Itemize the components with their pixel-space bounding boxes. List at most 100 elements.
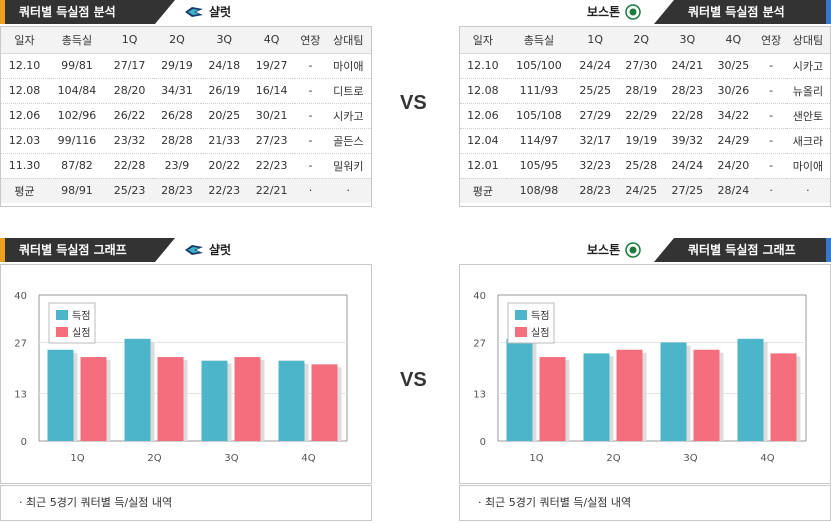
column-header: 일자: [460, 27, 506, 54]
table-cell: 시카고: [325, 103, 371, 129]
table-row: 12.10 105/100 24/24 27/30 24/21 30/25- 시카고: [460, 53, 830, 79]
table-cell: 28/20: [105, 78, 154, 104]
left-chart-box: 0 13 27 40 1Q 2Q 3Q 4Q 득점 실점: [0, 264, 372, 484]
column-header: 2Q: [618, 27, 665, 54]
right-team-name: 보스톤: [587, 5, 621, 19]
legend-swatch: [56, 327, 68, 337]
legend-label: 득점: [531, 310, 549, 322]
left-graph-team-name: 샬럿: [209, 243, 232, 257]
legend-label: 득점: [72, 310, 90, 322]
table-cell: 28/19: [618, 78, 665, 104]
column-header: 총득실: [505, 27, 573, 54]
table-cell: 26/19: [200, 78, 248, 104]
table-cell: 20/25: [200, 103, 248, 129]
table-cell: 105/100: [505, 53, 573, 79]
table-cell: 12.08: [1, 78, 49, 104]
table-cell: 39/32: [664, 128, 711, 154]
y-tick-label: 13: [473, 390, 486, 401]
table-cell: 23/9: [153, 153, 201, 179]
bar-score-3Q: [660, 342, 687, 441]
table-cell: 30/25: [710, 53, 757, 79]
table-cell: 22/28: [105, 153, 154, 179]
right-header-notch: [654, 0, 674, 24]
average-cell: 28/23: [572, 178, 619, 203]
table-cell: 24/24: [572, 53, 619, 79]
bar-concede-2Q: [157, 357, 184, 441]
table-cell: 24/20: [710, 153, 757, 179]
table-cell: 골든스: [325, 128, 371, 154]
x-tick-label: 4Q: [301, 453, 315, 464]
left-header-accent: [0, 0, 5, 24]
legend-swatch: [56, 310, 68, 320]
table-cell: -: [295, 78, 326, 104]
x-tick-label: 1Q: [529, 453, 543, 464]
y-tick-label: 0: [480, 437, 486, 448]
table-cell: -: [756, 53, 786, 79]
right-graph-team-name: 보스톤: [587, 243, 621, 257]
average-cell: 25/23: [105, 178, 154, 203]
celtics-logo-icon: [625, 242, 641, 258]
average-cell: 22/23: [200, 178, 248, 203]
table-cell: 105/95: [505, 153, 573, 179]
table-cell: 102/96: [48, 103, 106, 129]
average-row: 평균 98/91 25/23 28/23 22/23 22/21 · ·: [1, 178, 371, 203]
right-analysis-header: 보스톤 쿼터별 득실점 분석: [459, 0, 831, 24]
table-cell: 샌안토: [785, 103, 830, 129]
table-cell: 12.03: [1, 128, 49, 154]
table-cell: 밀워키: [325, 153, 371, 179]
average-cell: ·: [785, 178, 830, 203]
column-header: 총득실: [48, 27, 106, 54]
table-cell: 11.30: [1, 153, 49, 179]
bar-score-4Q: [737, 338, 764, 441]
right-graph-header: 보스톤 쿼터별 득실점 그래프: [459, 238, 831, 262]
table-cell: 12.01: [460, 153, 506, 179]
x-tick-label: 2Q: [147, 453, 161, 464]
table-row: 12.10 99/81 27/17 29/19 24/18 19/27- 마이애: [1, 53, 371, 79]
column-header: 2Q: [153, 27, 201, 54]
left-header-notch: [155, 0, 175, 24]
y-tick-label: 13: [14, 390, 27, 401]
average-cell: 98/91: [48, 178, 106, 203]
average-cell: ·: [756, 178, 786, 203]
table-cell: 12.10: [1, 53, 49, 79]
x-tick-label: 4Q: [760, 453, 774, 464]
x-tick-label: 2Q: [606, 453, 620, 464]
table-cell: 104/84: [48, 78, 106, 104]
column-header: 4Q: [247, 27, 296, 54]
y-tick-label: 0: [21, 437, 27, 448]
column-header: 3Q: [200, 27, 248, 54]
table-cell: 마이애: [325, 53, 371, 79]
table-cell: 뉴올리: [785, 78, 830, 104]
average-cell: 22/21: [247, 178, 296, 203]
table-cell: 34/22: [710, 103, 757, 129]
table-row: 12.03 99/116 23/32 28/28 21/33 27/23- 골든스: [1, 128, 371, 154]
table-cell: 28/28: [153, 128, 201, 154]
table-row: 12.08 104/84 28/20 34/31 26/19 16/14- 디트로: [1, 78, 371, 104]
column-header: 연장: [756, 27, 786, 54]
legend-swatch: [515, 310, 527, 320]
left-graph-team-label: 샬럿: [184, 238, 231, 262]
table-cell: -: [295, 53, 326, 79]
left-graph-header: 쿼터별 득실점 그래프 샬럿: [0, 238, 372, 262]
table-cell: 25/28: [618, 153, 665, 179]
table-cell: 24/21: [664, 53, 711, 79]
column-header: 1Q: [572, 27, 619, 54]
right-note: · 최근 5경기 쿼터별 득/실점 내역: [459, 485, 831, 521]
table-cell: 27/23: [247, 128, 296, 154]
x-tick-label: 3Q: [683, 453, 697, 464]
table-cell: 19/27: [247, 53, 296, 79]
left-team-label: 샬럿: [184, 0, 231, 24]
bar-concede-3Q: [693, 349, 720, 441]
bar-score-2Q: [583, 353, 610, 441]
table-cell: 114/97: [505, 128, 573, 154]
table-cell: 20/22: [200, 153, 248, 179]
right-team-label: 보스톤: [587, 0, 641, 24]
table-cell: 27/29: [572, 103, 619, 129]
table-cell: 29/19: [153, 53, 201, 79]
right-note-text: 최근 5경기 쿼터별 득/실점 내역: [485, 496, 632, 509]
table-cell: 25/25: [572, 78, 619, 104]
right-graph-team-label: 보스톤: [587, 238, 641, 262]
average-cell: ·: [325, 178, 371, 203]
